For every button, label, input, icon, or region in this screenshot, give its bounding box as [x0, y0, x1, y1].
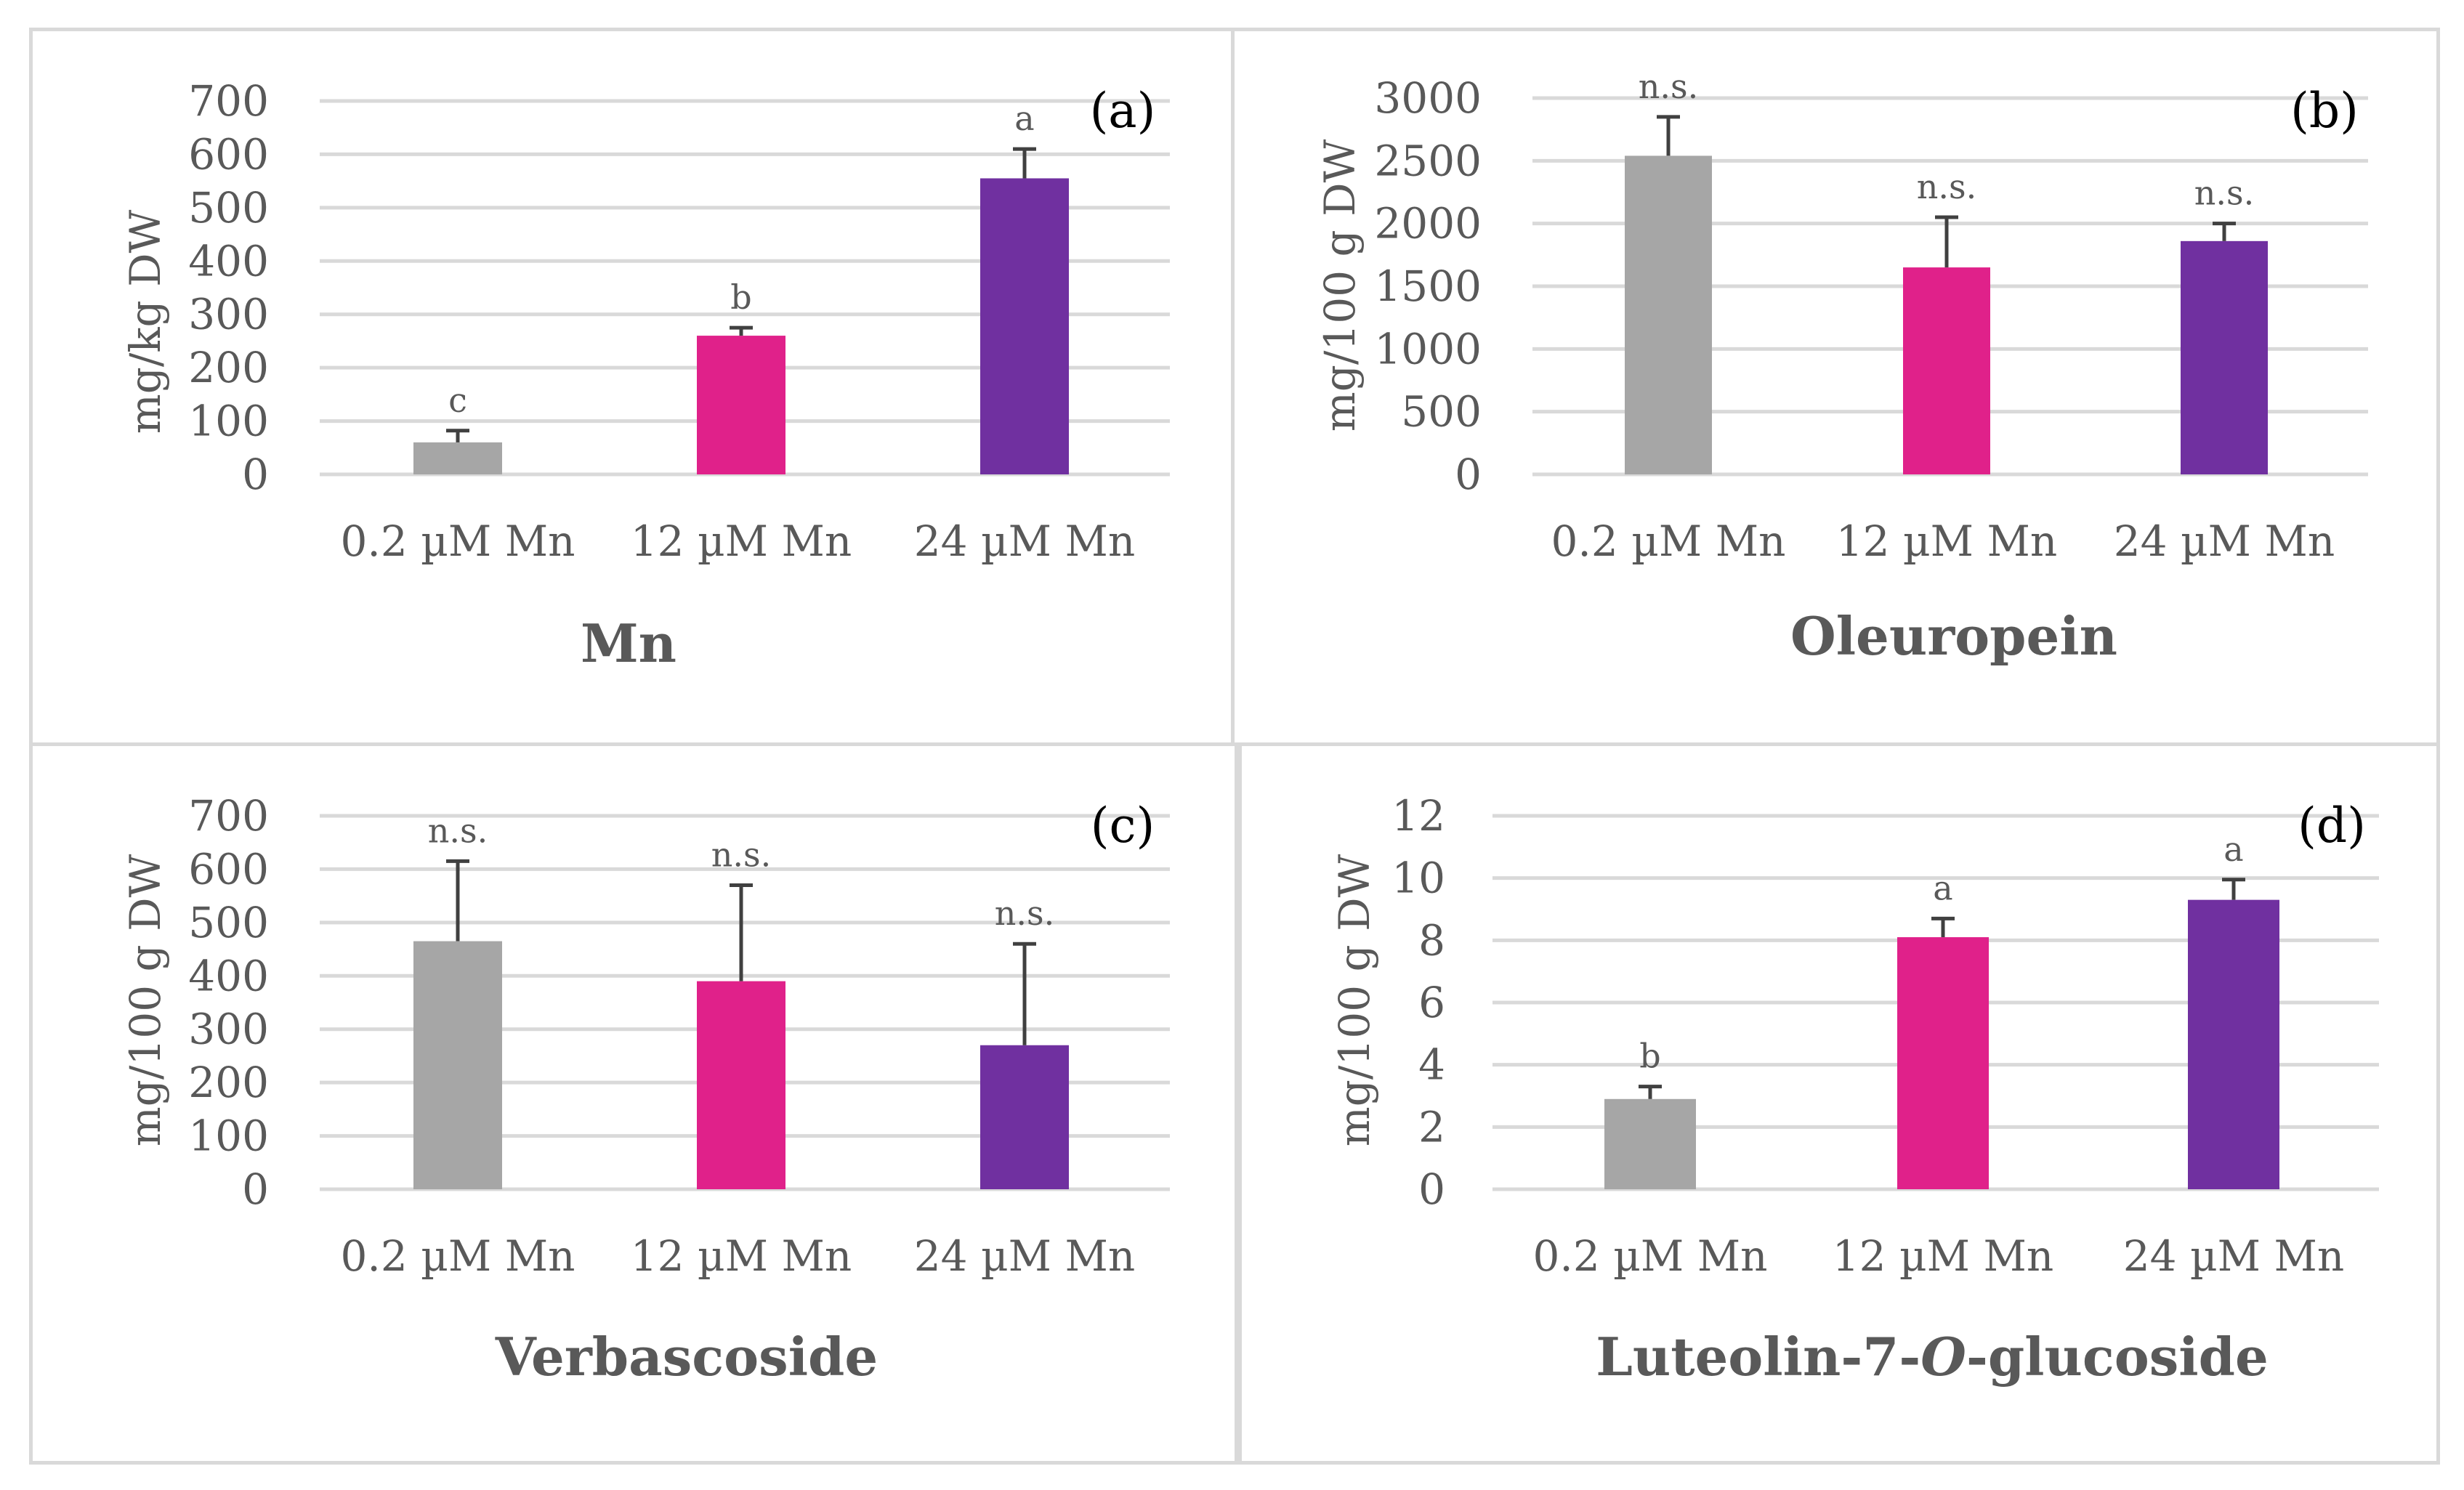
y-tick-label: 200	[188, 343, 269, 392]
y-axis-label: mg/kg DW	[121, 209, 170, 434]
significance-label: n.s.	[2194, 174, 2254, 213]
panel-label: (a)	[1090, 83, 1156, 139]
significance-label: a	[1933, 868, 1952, 907]
significance-label: n.s.	[1917, 167, 1976, 206]
y-tick-label: 2500	[1374, 136, 1482, 185]
y-tick-label: 400	[188, 236, 269, 286]
x-tick-label: 12 µM Mn	[1833, 1231, 2054, 1281]
y-tick-label: 0	[1455, 450, 1482, 499]
chart-title-part: O	[1920, 1326, 1966, 1388]
y-tick-label: 500	[1401, 387, 1482, 437]
chart-title-part: Luteolin-7-	[1596, 1326, 1920, 1388]
bar	[413, 941, 502, 1189]
chart-panel-a: 0 100 200 300 400 500 600 700 mg/kg DW c 0.2 µM Mn…	[29, 28, 1238, 750]
significance-label: a	[1014, 99, 1034, 138]
chart-panel-d: 0 2 4 6 8 10 12 mg/100 g DW b 0.2 µM Mn a 12 µM Mn a…	[1238, 742, 2440, 1465]
significance-label: b	[730, 278, 751, 317]
y-tick-label: 300	[188, 1005, 269, 1054]
x-tick-label: 24 µM Mn	[914, 1231, 1136, 1281]
panel-label: (d)	[2298, 798, 2366, 854]
y-axis-label: mg/100 g DW	[1315, 139, 1365, 432]
y-tick-label: 1000	[1374, 324, 1482, 373]
y-tick-label: 0	[1418, 1165, 1445, 1214]
chart-panel-c: 0 100 200 300 400 500 600 700 mg/100 g DW n.s. 0.2…	[29, 742, 1238, 1465]
bar	[2188, 899, 2279, 1189]
y-tick-label: 6	[1418, 978, 1445, 1027]
y-tick-label: 200	[188, 1058, 269, 1107]
panel-label: (b)	[2290, 83, 2359, 139]
y-tick-label: 300	[188, 290, 269, 339]
x-tick-label: 24 µM Mn	[2123, 1231, 2345, 1281]
bar	[1604, 1098, 1696, 1189]
chart-title-part: -glucoside	[1966, 1326, 2269, 1388]
x-tick-label: 12 µM Mn	[631, 517, 852, 566]
bar	[2181, 240, 2268, 474]
y-tick-label: 10	[1391, 854, 1445, 903]
y-axis-label: mg/100 g DW	[121, 854, 170, 1146]
bar	[1625, 155, 1712, 474]
bar	[1897, 937, 1989, 1189]
bar	[980, 1045, 1069, 1189]
chart-title: Luteolin-7-O-glucoside	[1596, 1326, 2269, 1388]
bar	[413, 442, 502, 474]
y-axis-label: mg/100 g DW	[1330, 854, 1379, 1146]
x-tick-label: 0.2 µM Mn	[341, 517, 575, 566]
y-tick-label: 700	[188, 791, 269, 841]
x-tick-label: 0.2 µM Mn	[341, 1231, 575, 1281]
y-tick-label: 100	[188, 1112, 269, 1161]
significance-label: c	[448, 381, 467, 420]
chart-title: Verbascoside	[495, 1326, 878, 1388]
x-tick-label: 24 µM Mn	[2114, 517, 2335, 566]
y-tick-label: 600	[188, 129, 269, 179]
panel-label: (c)	[1091, 798, 1155, 854]
x-tick-label: 24 µM Mn	[914, 517, 1136, 566]
chart-title: Oleuropein	[1790, 605, 2117, 667]
y-tick-label: 3000	[1374, 73, 1482, 123]
significance-label: n.s.	[1639, 67, 1698, 106]
significance-label: n.s.	[995, 894, 1054, 933]
y-tick-label: 0	[242, 450, 269, 499]
y-tick-label: 500	[188, 183, 269, 232]
y-tick-label: 12	[1391, 791, 1445, 841]
y-tick-label: 2	[1418, 1102, 1445, 1151]
y-tick-label: 1500	[1374, 262, 1482, 311]
x-tick-label: 12 µM Mn	[1836, 517, 2058, 566]
y-tick-label: 0	[242, 1165, 269, 1214]
y-tick-label: 2000	[1374, 199, 1482, 248]
bar	[697, 981, 785, 1189]
x-tick-label: 12 µM Mn	[631, 1231, 852, 1281]
y-tick-label: 8	[1418, 915, 1445, 965]
chart-title: Mn	[581, 612, 676, 674]
y-tick-label: 400	[188, 951, 269, 1000]
y-tick-label: 600	[188, 844, 269, 894]
y-tick-label: 100	[188, 397, 269, 446]
x-tick-label: 0.2 µM Mn	[1533, 1231, 1768, 1281]
bar	[1903, 267, 1990, 474]
bar	[697, 336, 785, 474]
y-tick-label: 4	[1418, 1040, 1445, 1090]
significance-label: n.s.	[428, 811, 488, 850]
y-tick-label: 700	[188, 76, 269, 126]
bar	[980, 178, 1069, 474]
y-tick-label: 500	[188, 898, 269, 947]
significance-label: a	[2223, 830, 2243, 869]
significance-label: n.s.	[711, 835, 771, 874]
significance-label: b	[1639, 1037, 1660, 1076]
x-tick-label: 0.2 µM Mn	[1551, 517, 1786, 566]
chart-panel-b: 0 500 1000 1500 2000 2500 3000 mg/100 g DW n.s. 0…	[1231, 28, 2440, 750]
